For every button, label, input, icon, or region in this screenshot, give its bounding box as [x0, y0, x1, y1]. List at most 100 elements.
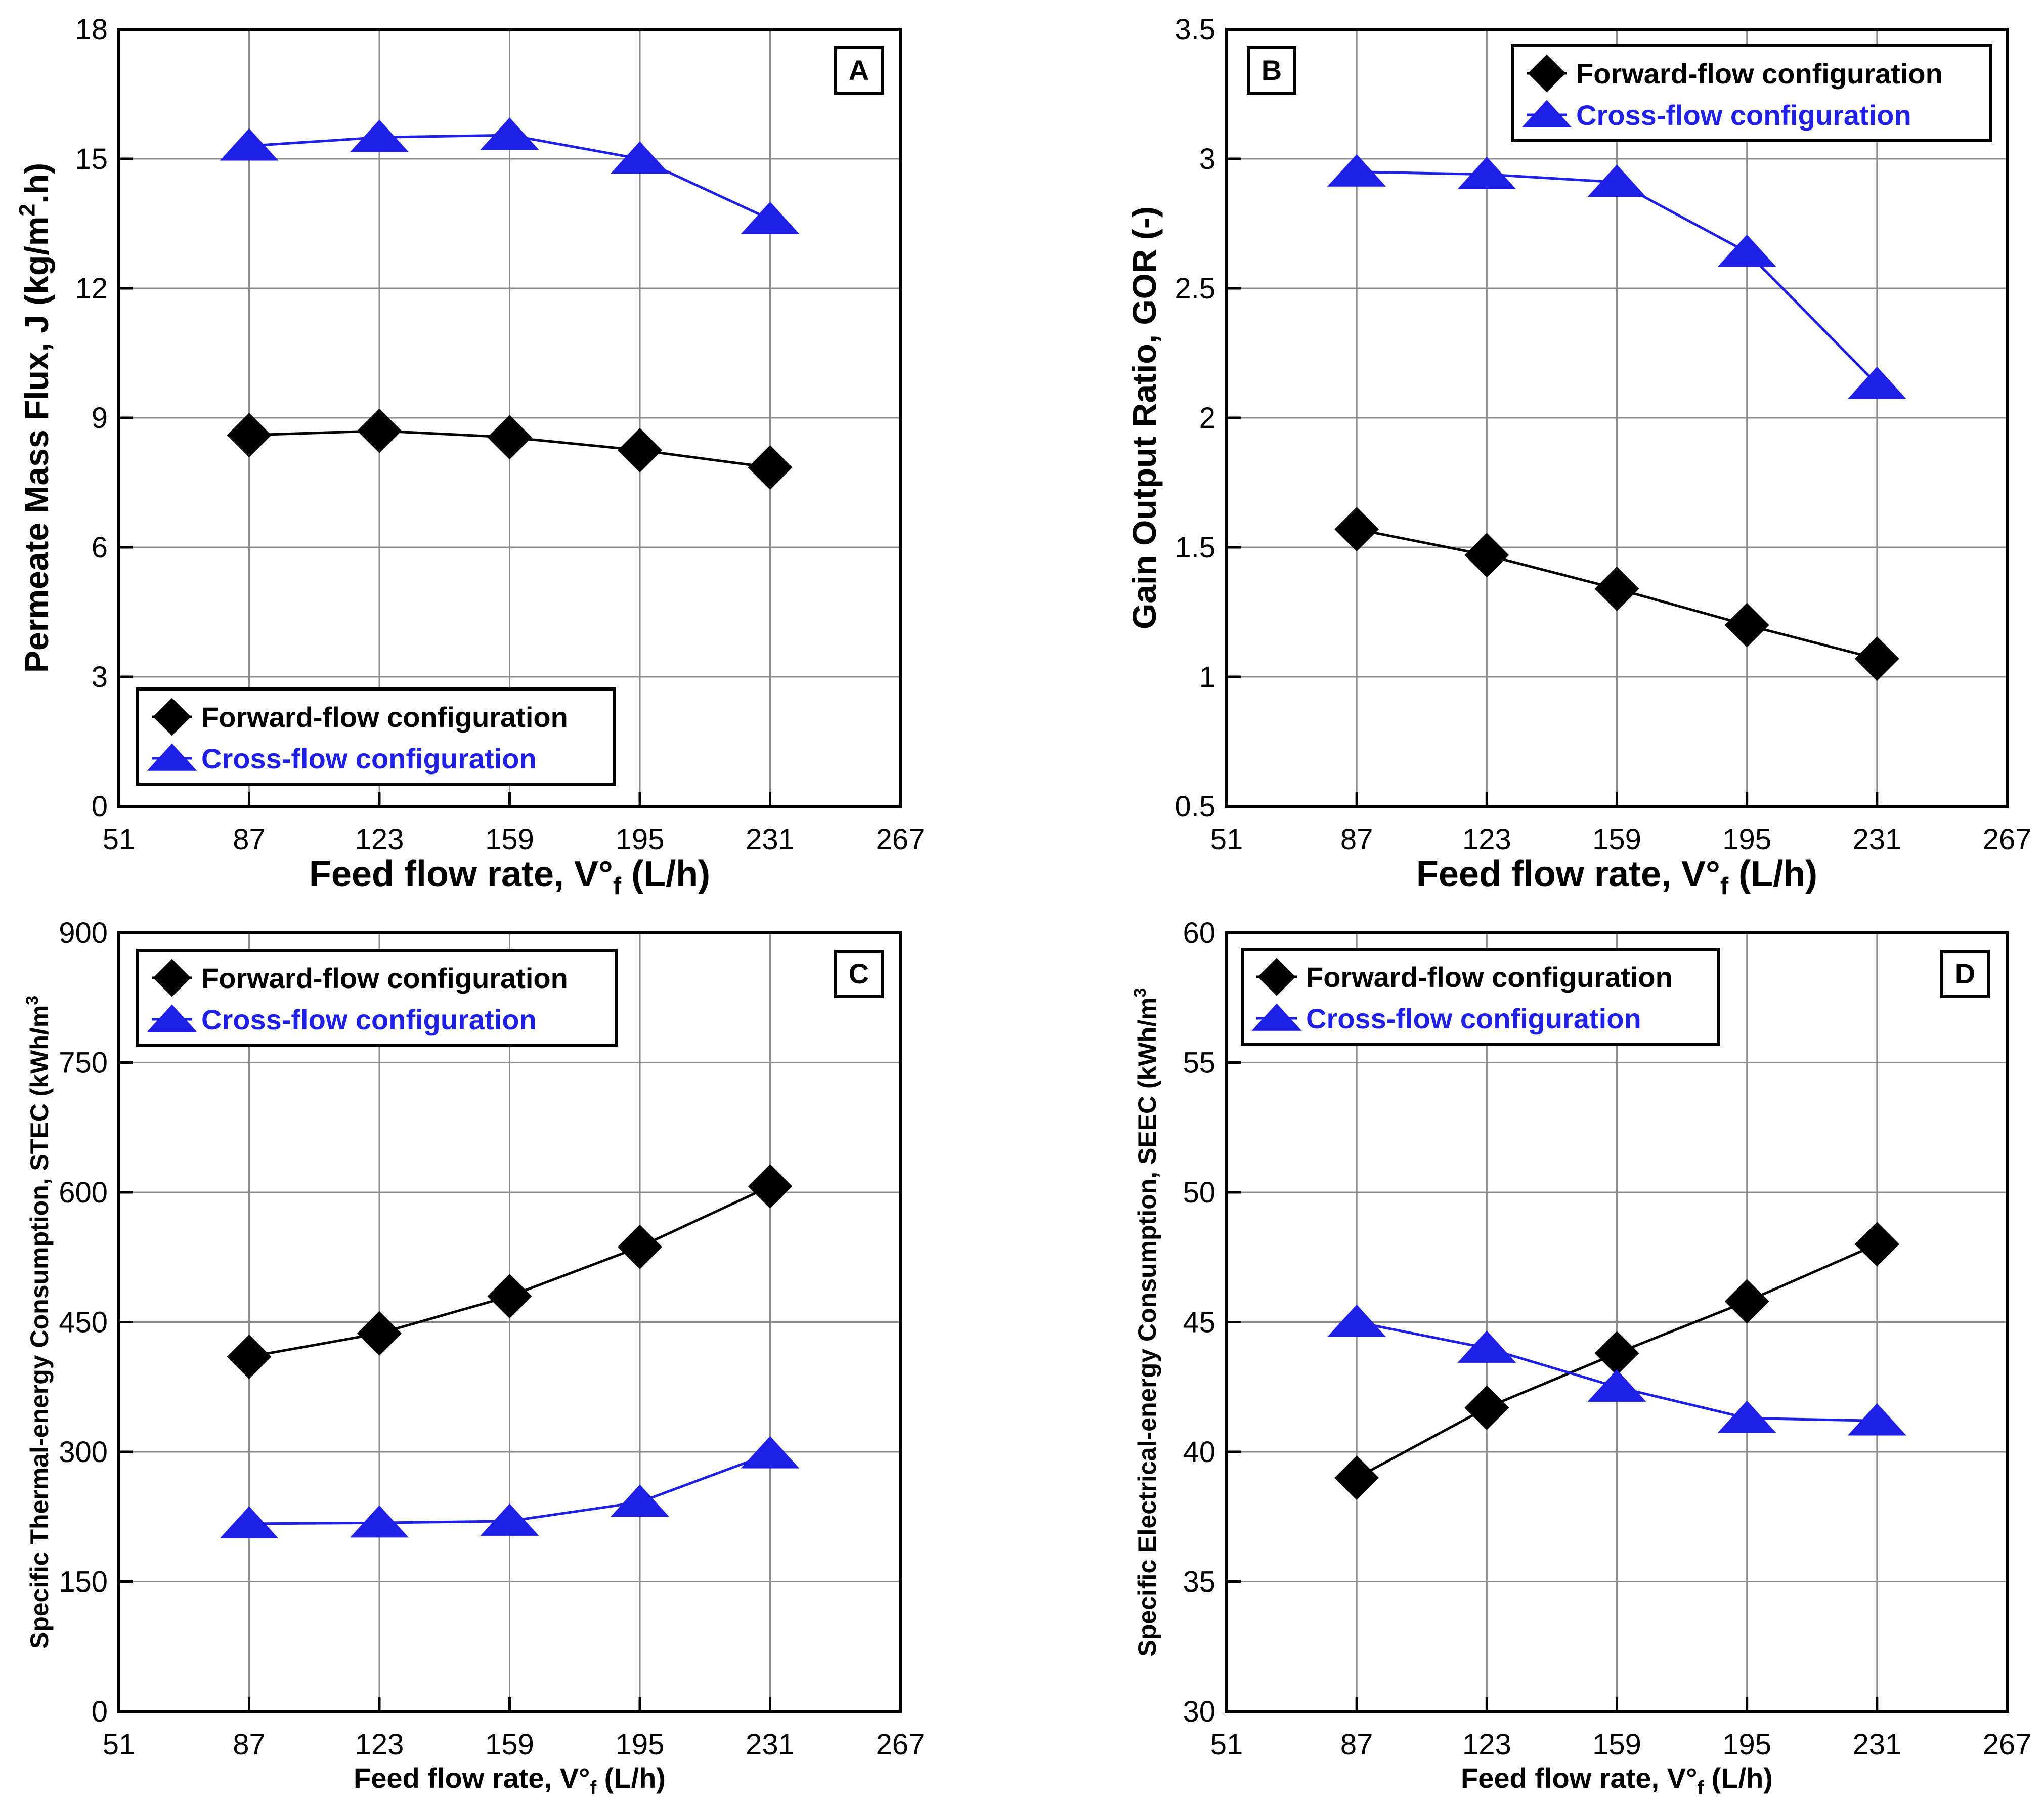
x-tick-label: 159 [485, 823, 534, 856]
x-tick-label: 195 [616, 1728, 665, 1761]
y-tick-label: 0 [92, 790, 108, 823]
x-tick-label: 123 [355, 823, 404, 856]
chart-panel-c: 51 87 123 159 195 231 267 0 150 300 450 600 750 900 Fo… [23, 917, 925, 1798]
y-axis-title: Gain Output Ratio, GOR (-) [1125, 206, 1163, 629]
panel-tag: B [1247, 46, 1296, 95]
x-tick-label: 87 [233, 1728, 266, 1761]
y-axis-title-main: Permeate Mass Flux, J (kg/m [18, 217, 55, 673]
data-point-marker [357, 1311, 402, 1356]
x-tick-label: 267 [876, 1728, 925, 1761]
y-tick-label: 0 [92, 1695, 108, 1728]
legend-label: Cross-flow configuration [1576, 99, 1911, 131]
legend-marker [1521, 100, 1572, 127]
panel-tag-box [834, 950, 884, 998]
x-tick-label: 231 [1852, 823, 1901, 856]
panel-tag: D [1940, 950, 1990, 998]
x-tick-label: 231 [746, 1728, 795, 1761]
data-point-marker [1464, 1385, 1509, 1430]
data-point-marker [1717, 1400, 1776, 1433]
y-axis-title: Specific Electrical-energy Consumption, … [1130, 988, 1161, 1657]
y-tick-label: 3 [1199, 143, 1215, 176]
chart-panel-d: 51 87 123 159 195 231 267 30 35 40 45 50 55 60 Forward… [1130, 917, 2031, 1798]
legend-label: Cross-flow configuration [201, 743, 537, 775]
y-tick-label: 1.5 [1175, 531, 1215, 564]
y-tick-label: 18 [75, 13, 108, 46]
y-axis-title-main: Gain Output Ratio, GOR (-) [1125, 206, 1163, 629]
x-axis-title-subscript: f [590, 1777, 596, 1798]
panel-tag: C [834, 950, 884, 998]
panel-tag-label: A [849, 54, 869, 86]
y-axis-title-superscript: 3 [23, 996, 42, 1005]
x-axis-title-subscript: f [1697, 1777, 1704, 1798]
data-point-marker [611, 1484, 669, 1517]
plot-frame [117, 931, 902, 1713]
y-tick-label: 15 [75, 143, 108, 176]
data-point-marker [480, 1503, 539, 1536]
x-tick-label: 195 [616, 823, 665, 856]
data-point-marker [611, 141, 669, 174]
y-tick-label: 300 [59, 1436, 108, 1469]
y-axis-title-main: Specific Electrical-energy Consumption, … [1133, 997, 1161, 1656]
data-point-marker [618, 1224, 662, 1269]
y-tick-label: 1 [1199, 661, 1215, 694]
legend: Forward-flow configuration Cross-flow con… [1511, 44, 1992, 142]
data-point-marker [487, 1274, 532, 1319]
x-tick-label: 231 [746, 823, 795, 856]
y-tick-label: 2 [1199, 402, 1215, 435]
y-tick-label: 3.5 [1175, 13, 1215, 46]
x-axis-title-unit: (L/h) [621, 854, 710, 894]
panel-tag: A [834, 46, 884, 95]
y-tick-label: 900 [59, 917, 108, 950]
x-axis-title-main: Feed flow rate, V° [354, 1762, 590, 1794]
data-point-marker [357, 408, 402, 453]
y-tick-label: 3 [92, 661, 108, 694]
data-point-marker [618, 428, 662, 472]
legend-marker [1251, 1003, 1302, 1031]
x-axis-title: Feed flow rate, V°f (L/h) [309, 854, 710, 900]
data-point-marker [1854, 1222, 1899, 1267]
legend-marker [147, 1004, 197, 1032]
data-point-marker [1327, 1304, 1386, 1337]
series-cross-flow [220, 1436, 800, 1539]
data-point-marker [1334, 1455, 1379, 1500]
x-tick-label: 159 [1592, 823, 1641, 856]
data-point-marker [1587, 164, 1646, 197]
x-axis-title-main: Feed flow rate, V° [309, 854, 613, 894]
chart-panel-b: 51 87 123 159 195 231 267 0.5 1 1.5 2 2.5 3 3.5 Forwar… [1125, 13, 2031, 900]
data-point-marker [1854, 636, 1899, 681]
x-tick-label: 51 [1210, 823, 1243, 856]
x-axis-title-unit: (L/h) [596, 1762, 666, 1794]
y-tick-label: 45 [1183, 1306, 1215, 1339]
data-point-marker [1724, 603, 1769, 648]
y-tick-label: 35 [1183, 1566, 1215, 1599]
x-tick-label: 123 [1462, 1728, 1511, 1761]
data-point-marker [227, 1334, 272, 1379]
x-tick-label: 123 [355, 1728, 404, 1761]
x-tick-label: 87 [233, 823, 266, 856]
legend-marker [1257, 958, 1296, 996]
y-tick-label: 40 [1183, 1436, 1215, 1469]
x-tick-label: 87 [1340, 1728, 1373, 1761]
legend: Forward-flow configuration Cross-flow con… [136, 949, 618, 1047]
x-axis-title-subscript: f [1720, 873, 1729, 900]
panel-tag-label: B [1262, 54, 1282, 86]
data-point-marker [1464, 533, 1509, 578]
x-axis-title: Feed flow rate, V°f (L/h) [354, 1762, 666, 1798]
x-tick-label: 267 [1983, 823, 2032, 856]
data-point-marker [741, 201, 800, 234]
data-point-marker [748, 1164, 793, 1209]
plot-frame [117, 28, 902, 808]
panel-tag-box [1940, 950, 1990, 998]
legend-marker [1528, 54, 1566, 93]
y-tick-label: 60 [1183, 917, 1215, 950]
y-tick-label: 450 [59, 1306, 108, 1339]
legend-box [136, 687, 616, 786]
series-forward-flow [227, 1164, 793, 1379]
y-tick-label: 2.5 [1175, 272, 1215, 305]
legend-label: Forward-flow configuration [1306, 961, 1673, 993]
data-point-marker [1847, 366, 1906, 399]
y-tick-label: 150 [59, 1566, 108, 1599]
y-tick-label: 30 [1183, 1695, 1215, 1728]
x-tick-label: 159 [1592, 1728, 1641, 1761]
